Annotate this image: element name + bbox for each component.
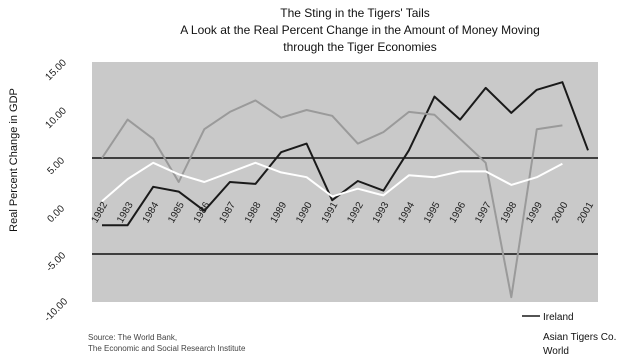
chart-title: The Sting in the Tigers' Tails — [280, 6, 429, 20]
y-tick-label: -5.00 — [44, 250, 68, 274]
y-tick-label: 10.00 — [43, 105, 69, 131]
plot-area — [92, 62, 598, 302]
series-line-1 — [101, 99, 563, 299]
legend: Ireland Asian Tigers Co. World — [522, 312, 616, 355]
y-axis-label: Real Percent Change in GDP — [8, 88, 20, 232]
series-line-0 — [102, 81, 589, 227]
source-line-1: Source: The World Bank, — [88, 333, 177, 342]
source-line-2: The Economic and Social Research Institu… — [88, 344, 246, 353]
series-line-2 — [101, 161, 563, 202]
y-tick-label: -10.00 — [42, 296, 70, 324]
chart-subtitle-line-1: A Look at the Real Percent Change in the… — [180, 23, 540, 37]
legend-label-ireland: Ireland — [543, 312, 574, 323]
y-tick-label: 5.00 — [45, 155, 67, 177]
legend-label-world: World — [543, 346, 569, 355]
y-tick-label: 15.00 — [43, 57, 69, 83]
legend-label-asian-tigers: Asian Tigers Co. — [543, 332, 616, 343]
chart-subtitle-line-2: through the Tiger Economies — [283, 40, 436, 54]
y-tick-label: 0.00 — [45, 203, 67, 225]
